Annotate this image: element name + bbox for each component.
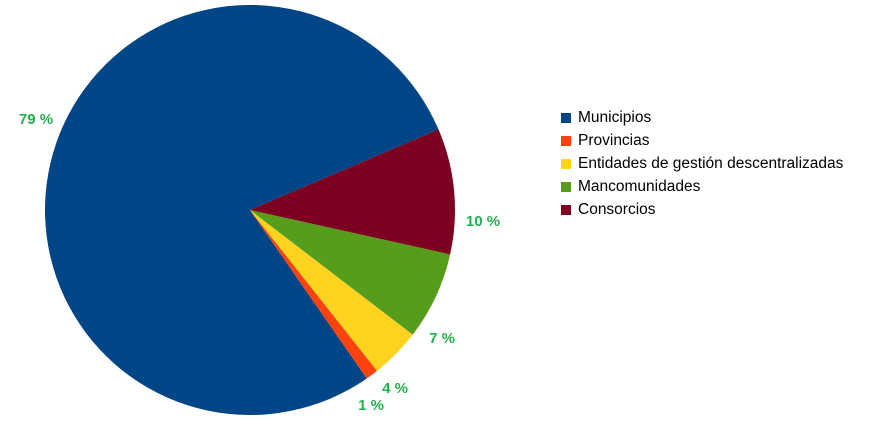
legend-label: Municipios [578, 108, 652, 126]
legend-item-consorcios: Consorcios [561, 198, 843, 221]
pie-slice-mancomunidades [250, 210, 451, 335]
legend-swatch [561, 135, 571, 146]
pie-slice-entidades-de-gestion-descentralizadas [250, 210, 413, 371]
legend-item-municipios: Municipios [561, 106, 843, 129]
legend-label: Provincias [578, 131, 650, 149]
legend-swatch [561, 181, 571, 192]
legend-item-mancomunidades: Mancomunidades [561, 175, 843, 198]
legend-swatch [561, 204, 571, 215]
legend-swatch [561, 112, 571, 123]
legend-label: Entidades de gestión descentralizadas [578, 154, 844, 172]
legend-item-entidades-de-gestion-descentralizadas: Entidades de gestión descentralizadas [561, 152, 843, 175]
data-label-mancomunidades: 7 % [429, 330, 455, 347]
data-label-entidades-de-gestion-descentralizadas: 4 % [382, 380, 408, 397]
data-label-municipios: 79 % [19, 111, 53, 128]
pie-slice-consorcios [250, 129, 455, 255]
legend-label: Consorcios [578, 200, 656, 218]
data-label-consorcios: 10 % [466, 213, 500, 230]
data-label-provincias: 1 % [358, 397, 384, 414]
legend-item-provincias: Provincias [561, 129, 843, 152]
legend-swatch [561, 158, 571, 169]
pie-slice-municipios [44, 4, 439, 415]
pie-slice-provincias [250, 210, 378, 379]
chart-legend: Municipios Provincias Entidades de gestión… [561, 106, 843, 221]
legend-label: Mancomunidades [578, 177, 701, 195]
